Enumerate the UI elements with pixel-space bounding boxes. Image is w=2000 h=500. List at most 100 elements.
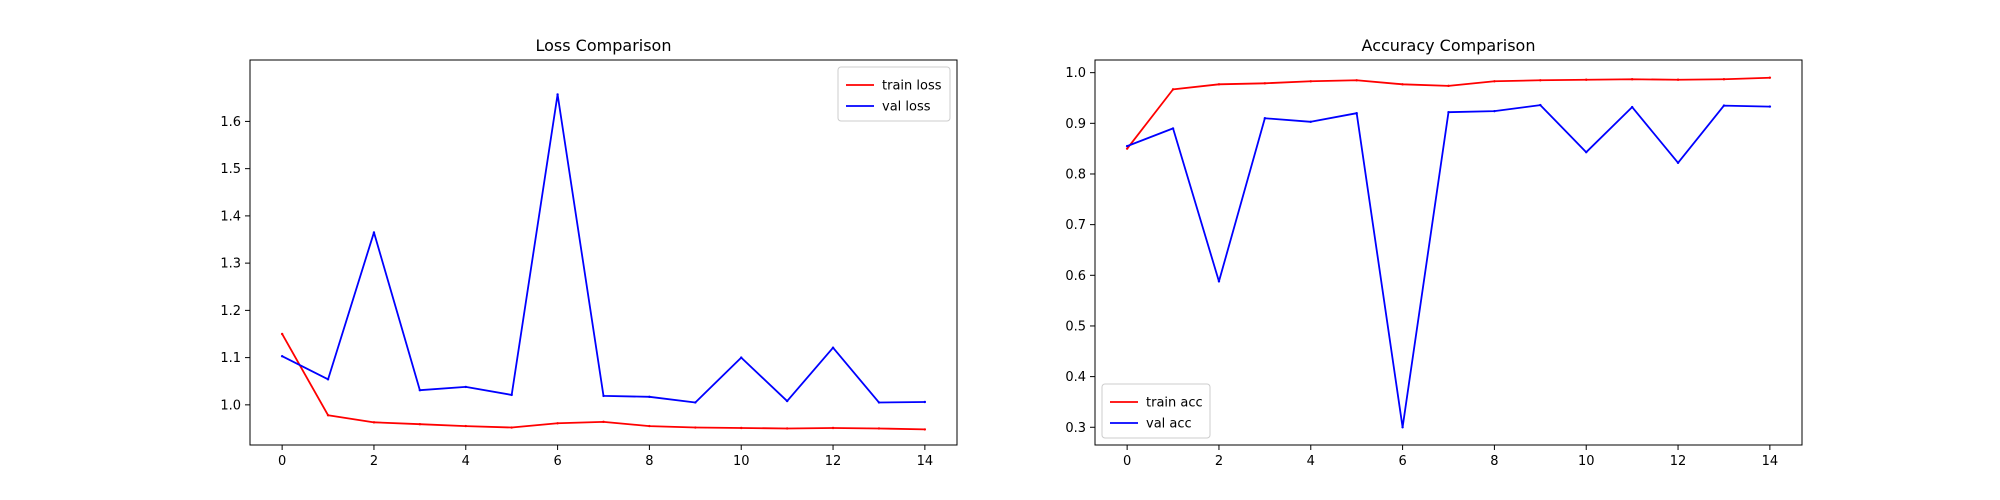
y-tick-label: 0.8 (1065, 167, 1086, 182)
data-point (510, 393, 513, 397)
y-tick-label: 1.3 (220, 257, 241, 272)
y-tick-label: 1.5 (220, 162, 241, 177)
data-point (648, 424, 651, 428)
data-point (785, 399, 789, 403)
legend-box (1101, 383, 1211, 439)
data-point (1539, 103, 1542, 107)
data-point (877, 401, 881, 404)
loss-comparison-chart: Loss Comparison 0 2 4 6 8 10 12 14 1.0 1.1 1.2 1.3 1.… (220, 36, 958, 469)
data-point (1217, 280, 1221, 283)
data-point (1768, 76, 1772, 79)
chart-title: Loss Comparison (536, 36, 672, 55)
legend-label: train acc (1146, 396, 1203, 411)
data-point (602, 420, 605, 424)
x-tick-label: 4 (462, 454, 470, 469)
data-point (1447, 84, 1450, 88)
data-point (1585, 150, 1588, 154)
data-point (1493, 109, 1496, 113)
legend: train loss val loss (837, 66, 951, 122)
x-tick-label: 2 (1215, 454, 1223, 469)
x-tick-label: 6 (553, 454, 561, 469)
data-point (1630, 78, 1634, 81)
x-tick-label: 8 (1490, 454, 1498, 469)
x-tick-label: 4 (1307, 454, 1315, 469)
legend-label: val loss (882, 100, 931, 115)
data-point (1125, 147, 1129, 150)
data-point (326, 414, 330, 417)
y-tick-label: 0.4 (1065, 370, 1086, 385)
data-point (831, 426, 835, 430)
x-tick-label: 10 (1578, 454, 1595, 469)
data-point (694, 401, 697, 404)
chart-title: Accuracy Comparison (1362, 36, 1536, 55)
legend: train acc val acc (1101, 383, 1211, 439)
y-tick-label: 1.0 (1065, 66, 1086, 81)
legend-label: train loss (882, 79, 942, 94)
data-point (1676, 78, 1680, 81)
data-point (556, 93, 559, 96)
data-point (1263, 117, 1267, 120)
y-tick-label: 1.0 (220, 398, 241, 413)
data-point (648, 395, 651, 399)
axes-frame (1094, 59, 1803, 446)
data-point (326, 378, 330, 381)
data-point (1217, 83, 1221, 86)
x-tick-label: 2 (370, 454, 378, 469)
data-point (464, 424, 467, 428)
data-point (464, 385, 467, 389)
data-point (280, 354, 284, 358)
data-point (1355, 79, 1358, 82)
data-point (1493, 80, 1496, 83)
axes-frame (249, 59, 958, 446)
data-point (1722, 78, 1726, 81)
data-point (1630, 105, 1634, 109)
y-tick-label: 0.3 (1065, 421, 1086, 436)
data-point (1309, 80, 1312, 83)
data-point (1355, 111, 1358, 115)
x-tick-label: 12 (1670, 454, 1687, 469)
data-point (1676, 161, 1680, 165)
data-point (372, 231, 376, 234)
legend-label: val acc (1146, 417, 1192, 432)
data-point (1447, 110, 1450, 114)
series-line-val-acc (1126, 104, 1770, 429)
y-tick-label: 1.1 (220, 351, 241, 366)
data-point (418, 423, 422, 426)
data-point (1263, 82, 1267, 85)
data-point (877, 427, 881, 430)
data-point (923, 428, 927, 431)
data-point (556, 422, 559, 425)
data-point (831, 346, 835, 349)
series-line-train-loss (281, 333, 925, 431)
data-point (1539, 79, 1542, 82)
x-tick-label: 8 (645, 454, 653, 469)
data-point (1401, 83, 1404, 86)
data-point (1171, 127, 1175, 130)
data-point (785, 427, 789, 430)
data-point (1125, 144, 1129, 148)
accuracy-comparison-chart: Accuracy Comparison 0 2 4 6 8 10 12 14 0.3 0.4 0.5 0… (1065, 36, 1803, 469)
x-tick-label: 14 (1762, 454, 1779, 469)
series-line-val-loss (281, 93, 925, 404)
data-point (602, 394, 605, 398)
data-point (694, 426, 697, 429)
x-tick-label: 12 (825, 454, 842, 469)
y-tick-label: 1.6 (220, 115, 241, 130)
y-tick-label: 0.6 (1065, 269, 1086, 284)
data-point (1309, 120, 1312, 124)
legend-box (837, 66, 951, 122)
y-tick-label: 0.5 (1065, 319, 1086, 334)
x-tick-label: 0 (1123, 454, 1131, 469)
y-tick-label: 1.2 (220, 304, 241, 319)
data-point (1585, 78, 1588, 81)
data-point (280, 332, 284, 336)
data-point (740, 426, 743, 430)
y-tick-label: 1.4 (220, 209, 241, 224)
data-point (1171, 88, 1175, 91)
data-point (418, 389, 422, 392)
data-point (1722, 104, 1726, 107)
data-point (923, 400, 927, 404)
x-tick-label: 6 (1398, 454, 1406, 469)
x-tick-label: 10 (733, 454, 750, 469)
